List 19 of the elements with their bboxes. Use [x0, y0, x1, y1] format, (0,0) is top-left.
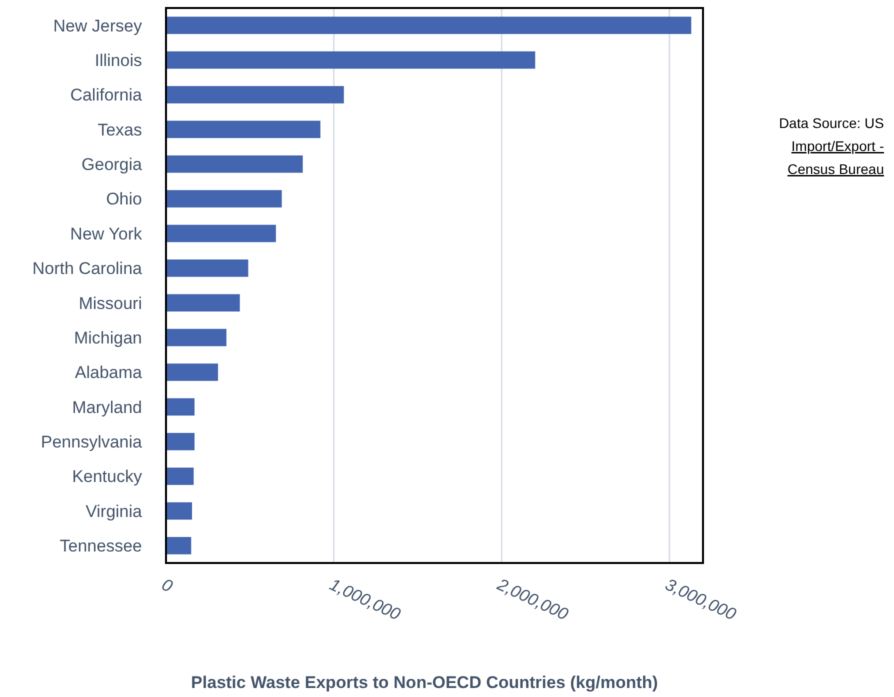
y-tick-label: Ohio: [106, 190, 142, 209]
x-tick-label: 0: [158, 574, 176, 596]
y-tick-label: Michigan: [74, 328, 142, 348]
y-tick-label: New Jersey: [53, 16, 142, 36]
y-tick-label: New York: [70, 224, 142, 244]
y-tick-label: Tennessee: [60, 536, 142, 556]
y-tick-label: Virginia: [86, 502, 143, 521]
y-tick-label: Texas: [98, 120, 142, 140]
y-tick-label: North Carolina: [32, 259, 143, 278]
y-tick-label: Missouri: [78, 294, 142, 313]
y-tick-label: Alabama: [74, 363, 143, 382]
y-tick-label: Illinois: [94, 50, 142, 70]
x-axis-title: Plastic Waste Exports to Non-OECD Countries (kg/month): [191, 673, 658, 692]
y-tick-label: California: [70, 86, 143, 105]
y-tick-label: Kentucky: [72, 467, 142, 486]
y-tick-label: Georgia: [82, 155, 143, 174]
source-note: Data Source: US Import/Export - Census Bureau: [778, 115, 884, 177]
y-tick-label: Maryland: [72, 398, 142, 417]
y-tick-label: Pennsylvania: [40, 432, 143, 452]
